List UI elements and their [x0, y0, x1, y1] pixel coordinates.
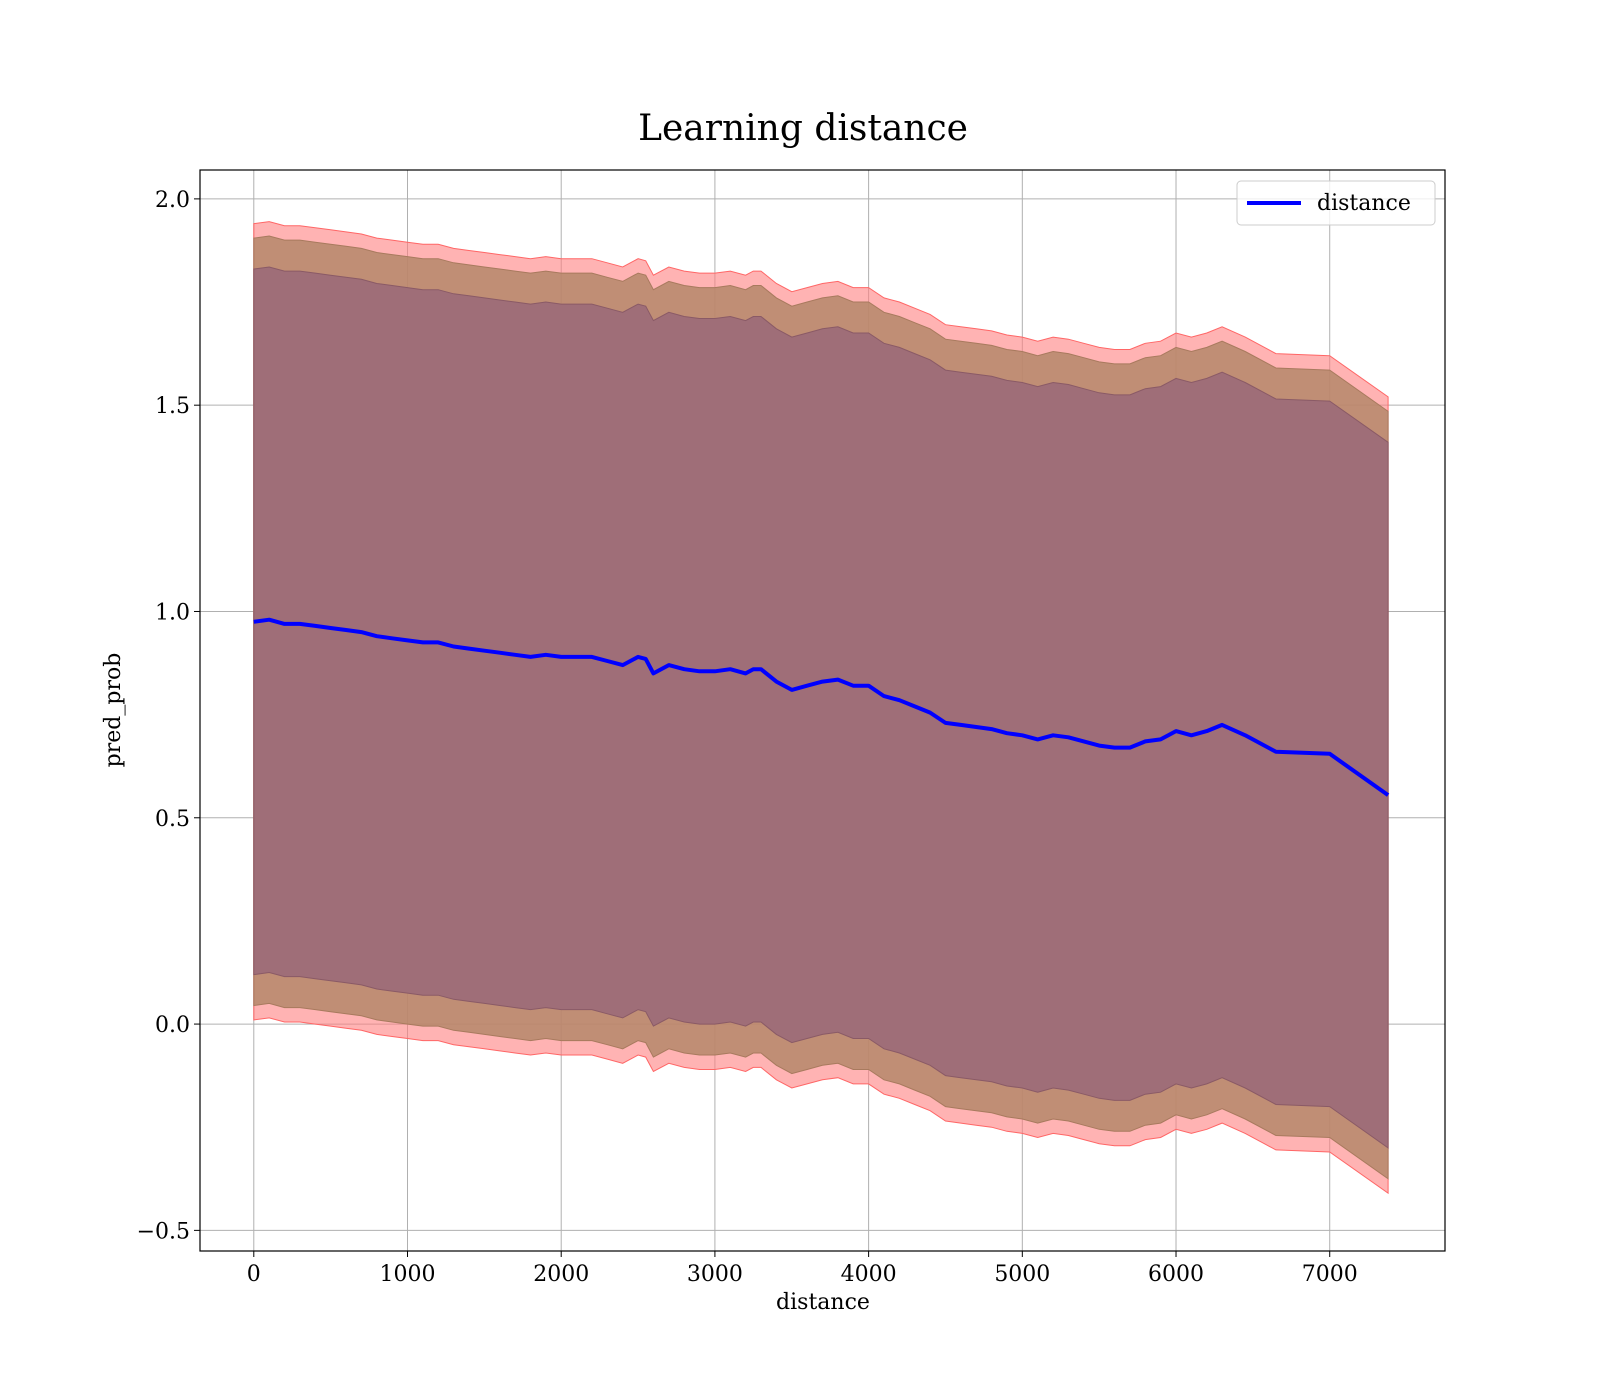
x-tick-label: 2000: [533, 1262, 589, 1287]
y-axis-ticks: −0.5 0.0 0.5 1.0 1.5 2.0: [137, 188, 200, 1244]
legend: distance: [1236, 180, 1436, 226]
chart-title: Learning distance: [638, 108, 968, 149]
y-tick-label: 1.0: [155, 600, 190, 625]
x-axis-label: distance: [776, 1290, 870, 1315]
y-tick-label: 0.5: [155, 807, 190, 832]
x-tick-label: 7000: [1302, 1262, 1358, 1287]
y-axis-label: pred_prob: [101, 653, 126, 768]
x-tick-label: 6000: [1148, 1262, 1204, 1287]
x-tick-label: 4000: [841, 1262, 897, 1287]
x-tick-label: 1000: [380, 1262, 436, 1287]
series-line-distance: [253, 617, 1390, 797]
y-tick-label: 2.0: [155, 188, 190, 213]
line-layer: [253, 617, 1390, 797]
y-tick-label: −0.5: [137, 1219, 190, 1244]
x-tick-label: 0: [247, 1262, 261, 1287]
legend-box: [1236, 180, 1436, 226]
plot-frame: [199, 169, 1446, 1252]
band-inner: [253, 266, 1389, 1149]
y-tick-label: 1.5: [155, 394, 190, 419]
x-tick-label: 5000: [994, 1262, 1050, 1287]
legend-label-distance: distance: [1317, 191, 1411, 216]
x-tick-label: 3000: [687, 1262, 743, 1287]
x-axis-ticks: 0 1000 2000 3000 4000 5000 6000 7000: [247, 1251, 1358, 1287]
y-tick-label: 0.0: [155, 1013, 190, 1038]
band-layer: [253, 221, 1389, 1195]
